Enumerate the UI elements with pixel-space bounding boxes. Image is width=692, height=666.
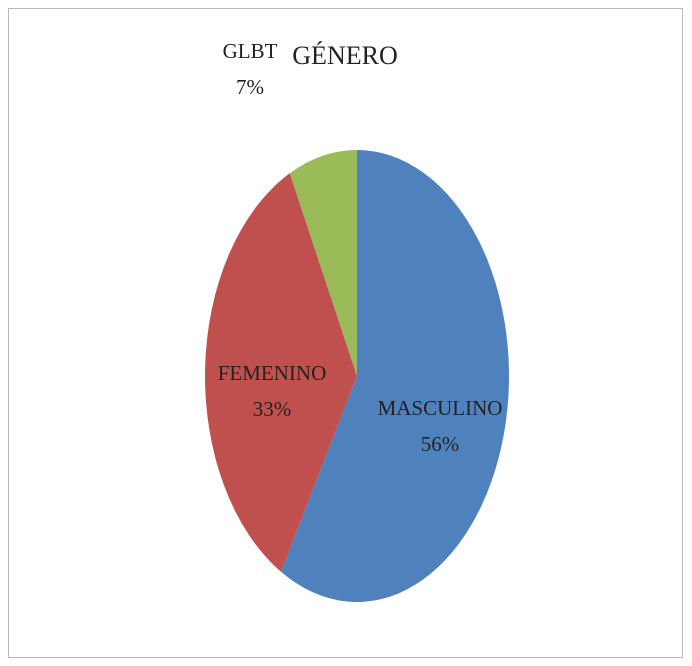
value-label: 7% — [236, 75, 264, 99]
pie-slice — [289, 150, 357, 376]
value-label: 56% — [421, 432, 460, 456]
category-label: MASCULINO — [378, 396, 503, 420]
value-label: 33% — [253, 397, 292, 421]
category-label: FEMENINO — [218, 361, 327, 385]
category-label: GLBT — [223, 39, 278, 63]
chart-title: GÉNERO — [292, 41, 397, 70]
pie-slice — [281, 150, 509, 602]
pie-slice — [205, 173, 357, 572]
